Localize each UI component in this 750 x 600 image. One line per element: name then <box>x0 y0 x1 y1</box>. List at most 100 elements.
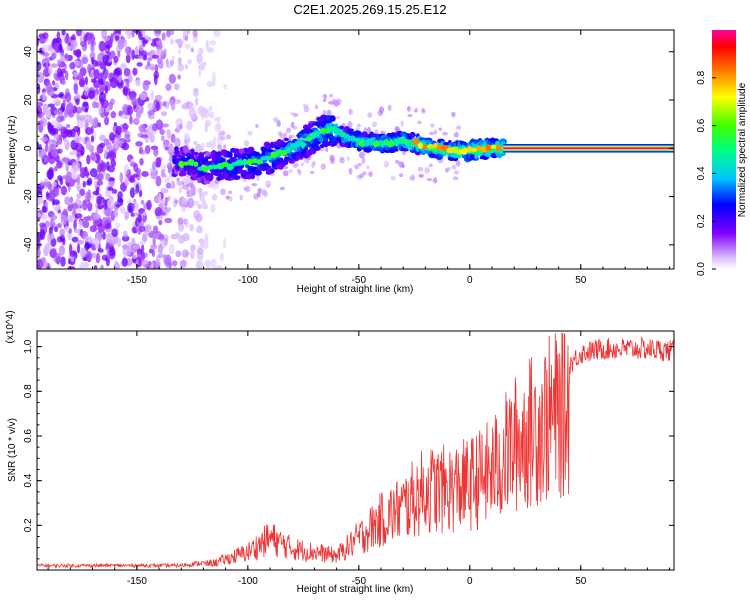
spectrogram-signal-mark <box>254 170 262 176</box>
spectrogram-noise-mark <box>90 168 98 177</box>
spectrogram-noise-mark <box>141 27 146 36</box>
spectrogram-noise-mark <box>61 186 67 196</box>
spectrogram-noise-mark <box>134 212 139 216</box>
spectrogram-noise-mark <box>155 157 161 168</box>
spectrogram-noise-mark <box>189 224 194 232</box>
spectrogram-noise-mark <box>81 205 86 209</box>
spectrogram-noise-mark <box>89 73 93 78</box>
spectrogram-noise-mark <box>110 111 116 118</box>
spectrogram-noise-mark <box>158 193 161 202</box>
spectrogram-noise-mark <box>175 200 178 204</box>
spectrogram-noise-mark <box>174 138 180 148</box>
spectrogram-noise-mark <box>220 136 226 140</box>
spectrogram-noise-mark <box>132 227 137 234</box>
spectrogram-noise-mark <box>112 189 118 194</box>
spectrogram-noise-mark <box>131 97 138 105</box>
spectrogram-peak-mark <box>461 148 467 155</box>
spectrogram-noise-mark <box>65 92 71 102</box>
spectrogram-noise-mark <box>129 115 133 124</box>
spectrogram-noise-mark <box>407 106 411 112</box>
spectrogram-noise-mark <box>107 199 114 209</box>
spectrogram-noise-mark <box>108 152 116 161</box>
spectrogram-noise-mark <box>195 213 202 222</box>
spectrogram-noise-mark <box>102 232 106 240</box>
spectrogram-noise-mark <box>217 120 221 130</box>
spectrogram-noise-mark <box>273 117 278 122</box>
spectrogram-noise-mark <box>191 190 196 195</box>
spectrogram-noise-mark <box>218 133 223 136</box>
spectrogram-x-tick-label: 50 <box>575 275 587 286</box>
spectrogram-noise-mark <box>184 218 187 225</box>
snr-y-multiplier: (x10^4) <box>5 310 16 343</box>
spectrogram-noise-mark <box>374 129 378 134</box>
spectrogram-peak-mark <box>320 128 327 133</box>
spectrogram-peak-mark <box>193 162 198 167</box>
spectrogram-noise-mark <box>209 40 216 45</box>
spectrogram-noise-mark <box>60 215 67 225</box>
spectrogram-noise-mark <box>198 204 202 209</box>
spectrogram-noise-mark <box>102 55 109 64</box>
spectrogram-noise-mark <box>193 88 199 93</box>
spectrogram-peak-mark <box>418 142 423 148</box>
spectrogram-noise-mark <box>366 165 369 170</box>
spectrogram-noise-mark <box>169 74 176 84</box>
spectrogram-noise-mark <box>158 220 162 225</box>
spectrogram-noise-mark <box>82 101 88 107</box>
spectrogram-noise-mark <box>78 115 85 121</box>
spectrogram-noise-mark <box>347 156 350 161</box>
spectrogram-noise-mark <box>357 124 361 128</box>
spectrogram-noise-mark <box>94 181 98 186</box>
spectrogram-noise-mark <box>452 165 457 169</box>
spectrogram-noise-mark <box>384 161 389 168</box>
spectrogram-y-tick-label: -40 <box>23 237 34 252</box>
spectrogram-noise-mark <box>161 111 167 116</box>
spectrogram-noise-mark <box>140 134 148 138</box>
spectrogram-noise-mark <box>172 260 178 266</box>
spectrogram-noise-mark <box>50 215 57 220</box>
spectrogram-noise-mark <box>54 166 58 172</box>
spectrogram-noise-mark <box>67 102 74 113</box>
snr-y-tick-label: 0.6 <box>23 429 34 443</box>
spectrogram-noise-mark <box>368 171 373 177</box>
spectrogram-noise-mark <box>91 57 94 64</box>
spectrogram-noise-mark <box>213 29 221 37</box>
spectrogram-noise-mark <box>199 192 205 201</box>
spectrogram-noise-mark <box>127 169 132 179</box>
spectrogram-noise-mark <box>106 44 110 48</box>
spectrogram-noise-mark <box>196 226 203 234</box>
spectrogram-signal-mark <box>313 146 321 151</box>
spectrogram-noise-mark <box>85 76 88 85</box>
spectrogram-noise-mark <box>117 50 120 57</box>
snr-x-tick-label: -100 <box>238 576 258 587</box>
spectrogram-peak-mark <box>496 145 502 152</box>
spectrogram-noise-mark <box>64 138 68 146</box>
spectrogram-noise-mark <box>134 189 138 194</box>
spectrogram-noise-mark <box>74 134 82 143</box>
spectrogram-noise-mark <box>86 155 90 165</box>
spectrogram-noise-mark <box>59 229 65 237</box>
spectrogram-noise-mark <box>91 135 94 142</box>
spectrogram-noise-mark <box>114 122 117 126</box>
spectrogram-noise-mark <box>113 161 116 166</box>
spectrogram-noise-mark <box>323 99 327 102</box>
spectrogram-noise-mark <box>206 142 212 148</box>
spectrogram-noise-mark <box>162 32 166 40</box>
spectrogram-peak-mark <box>301 142 306 147</box>
spectrogram-noise-mark <box>65 70 68 80</box>
spectrogram-noise-mark <box>119 172 123 183</box>
spectrogram-noise-mark <box>172 55 175 60</box>
spectrogram-signal-mark <box>395 148 399 151</box>
spectrogram-noise-mark <box>453 176 459 180</box>
spectrogram-noise-mark <box>184 44 190 50</box>
spectrogram-noise-mark <box>69 62 75 69</box>
spectrogram-noise-mark <box>220 252 224 261</box>
spectrogram-noise-mark <box>139 146 143 153</box>
spectrogram-signal-mark <box>409 134 416 137</box>
spectrogram-noise-mark <box>163 209 169 213</box>
spectrogram-noise-mark <box>41 257 46 263</box>
spectrogram-noise-mark <box>310 171 315 175</box>
spectrogram-peak-mark <box>242 159 247 165</box>
spectrogram-noise-mark <box>115 35 120 41</box>
spectrogram-noise-mark <box>37 212 41 217</box>
spectrogram-noise-mark <box>184 133 190 140</box>
